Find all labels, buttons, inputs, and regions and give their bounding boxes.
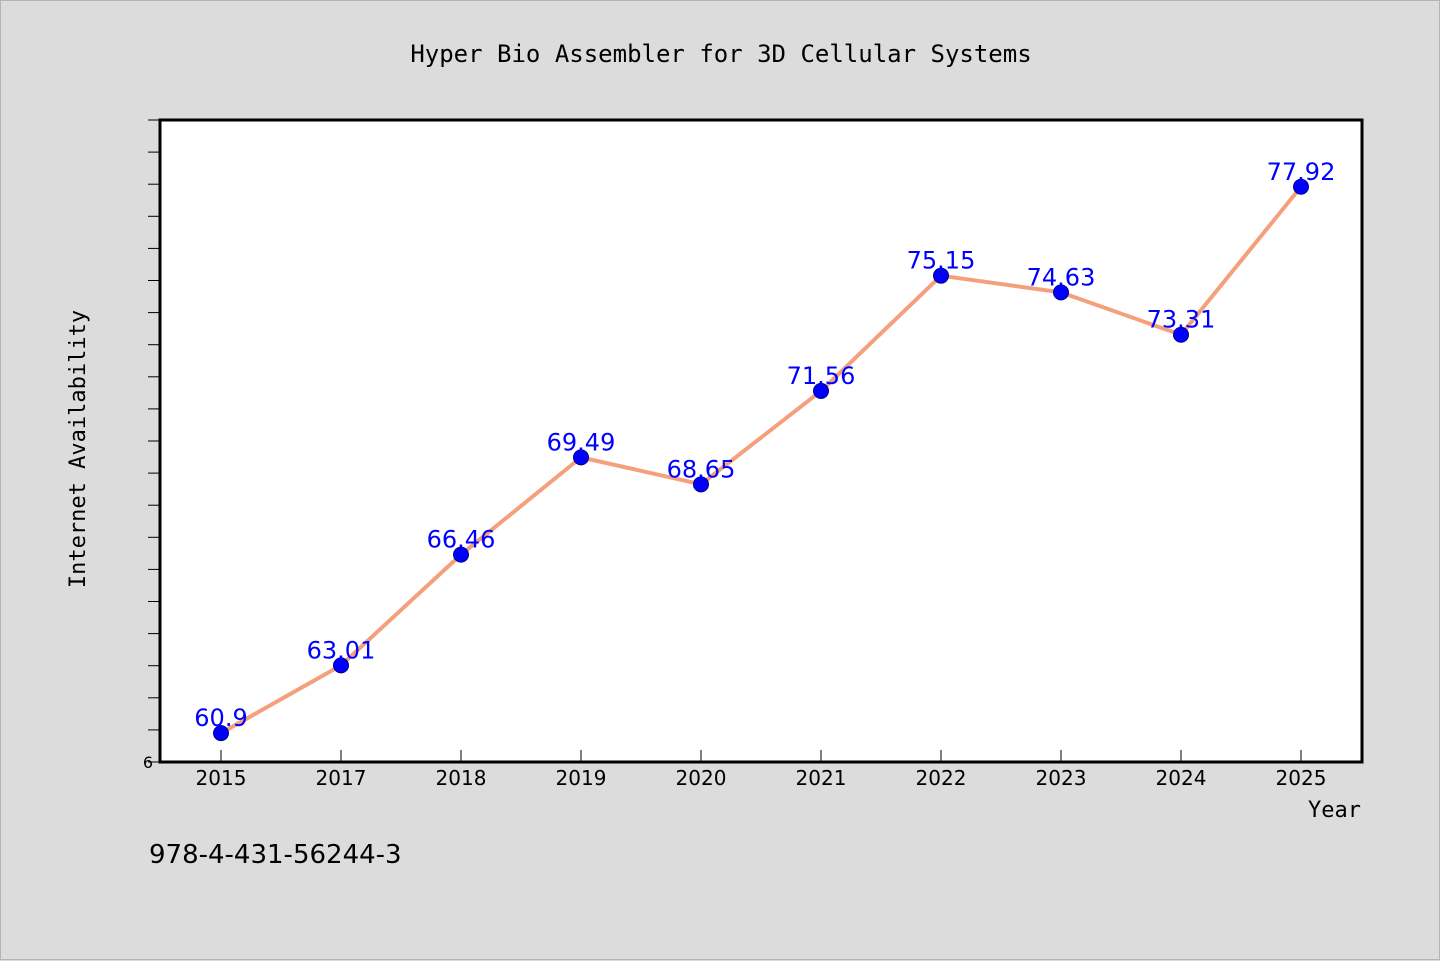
data-point-marker bbox=[333, 657, 349, 674]
x-tick-label: 2021 bbox=[796, 766, 847, 790]
data-labels-group: 60.9 63.01 66.46 69.49 68.65 71.56 75.15 74.63 7… bbox=[194, 158, 1335, 732]
x-axis-ticks: 2015 2017 2018 2019 2020 2021 2022 2023 2024 2025 bbox=[196, 750, 1327, 790]
x-tick-label: 2022 bbox=[916, 766, 967, 790]
data-label: 71.56 bbox=[787, 362, 856, 390]
series-line bbox=[220, 185, 1303, 735]
data-point-marker bbox=[933, 267, 949, 284]
x-axis-label: Year bbox=[1308, 798, 1361, 823]
data-label: 73.31 bbox=[1147, 306, 1216, 334]
data-label: 74.63 bbox=[1027, 263, 1096, 291]
data-point-marker bbox=[213, 725, 229, 742]
data-point-marker bbox=[813, 382, 829, 399]
plot-area bbox=[158, 118, 1364, 764]
x-tick-label: 2018 bbox=[436, 766, 487, 790]
y-axis-ticks: 6 bbox=[143, 119, 160, 772]
data-point-marker bbox=[453, 546, 469, 563]
data-point-marker bbox=[573, 449, 589, 466]
data-label: 63.01 bbox=[307, 636, 376, 664]
chart-title: Hyper Bio Assembler for 3D Cellular Syst… bbox=[410, 40, 1031, 68]
data-label: 77.92 bbox=[1267, 158, 1336, 186]
data-point-marker bbox=[1173, 326, 1189, 343]
data-label: 66.46 bbox=[427, 526, 496, 554]
data-label: 60.9 bbox=[194, 704, 247, 732]
data-label: 69.49 bbox=[547, 428, 616, 456]
y-tick-label: 6 bbox=[143, 753, 153, 772]
isbn-text: 978-4-431-56244-3 bbox=[149, 840, 402, 870]
data-point-marker bbox=[693, 476, 709, 493]
data-label: 68.65 bbox=[667, 455, 736, 483]
x-tick-label: 2017 bbox=[316, 766, 367, 790]
data-point-marker bbox=[1293, 178, 1309, 195]
x-tick-label: 2024 bbox=[1156, 766, 1207, 790]
series-group bbox=[213, 178, 1309, 742]
y-axis-label: Internet Availability bbox=[66, 310, 91, 588]
data-label: 75.15 bbox=[907, 247, 976, 275]
x-tick-label: 2015 bbox=[196, 766, 247, 790]
x-tick-label: 2019 bbox=[556, 766, 607, 790]
data-point-marker bbox=[1053, 284, 1069, 301]
x-tick-label: 2020 bbox=[676, 766, 727, 790]
x-tick-label: 2025 bbox=[1276, 766, 1327, 790]
x-tick-label: 2023 bbox=[1036, 766, 1087, 790]
